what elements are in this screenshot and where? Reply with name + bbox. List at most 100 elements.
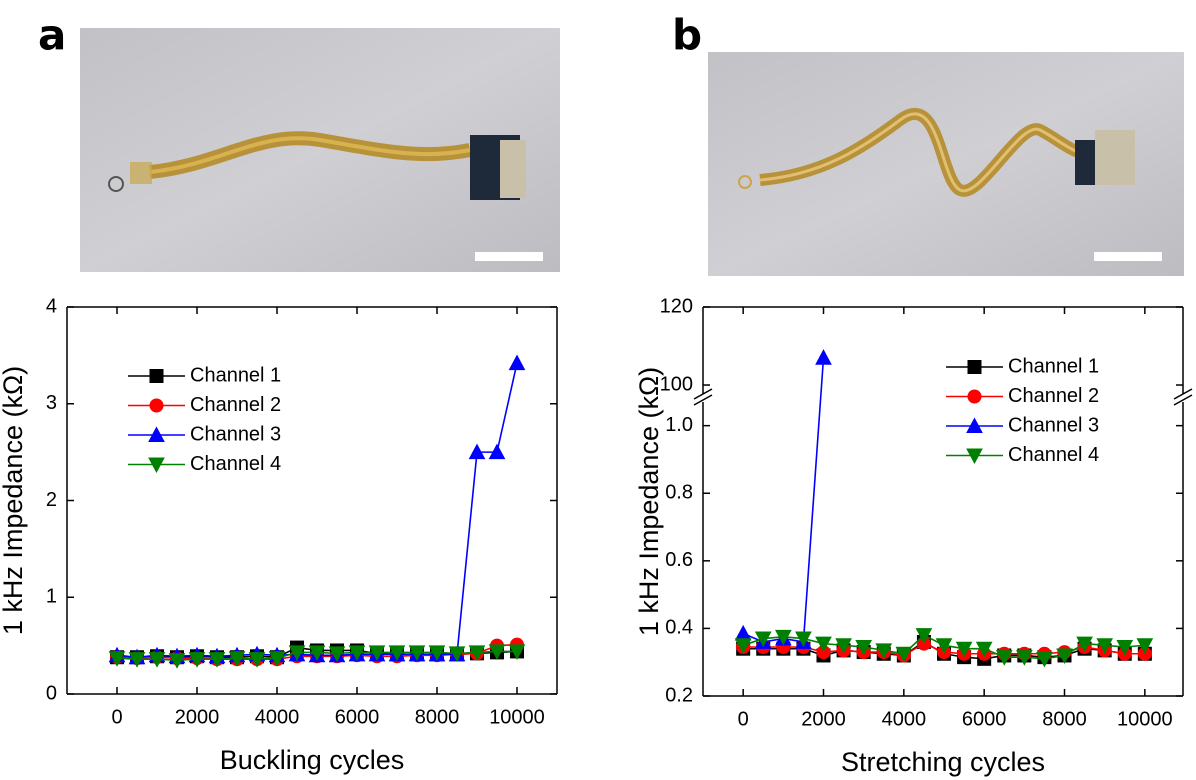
legend-label: Channel 4 [190, 453, 281, 475]
legend-label: Channel 3 [1008, 414, 1099, 436]
y-axis-label: 1 kHz Impedance (kΩ) [0, 366, 28, 635]
marker [208, 652, 226, 668]
y-tick-label: 120 [660, 295, 693, 317]
marker [228, 651, 246, 667]
marker [368, 645, 386, 661]
marker [855, 640, 873, 656]
axis-break [693, 394, 713, 406]
marker [734, 624, 752, 641]
legend-marker [149, 398, 164, 413]
x-axis-label: Stretching cycles [841, 747, 1045, 777]
legend-label: Channel 3 [190, 423, 281, 445]
marker [995, 650, 1013, 666]
marker [754, 631, 772, 648]
y-tick-label: 1 [46, 586, 57, 608]
legend-marker [967, 389, 982, 404]
marker [308, 645, 326, 661]
marker [1096, 638, 1114, 654]
y-axis-label: 1 kHz Impedance (kΩ) [634, 367, 664, 636]
marker [468, 645, 486, 661]
y-tick-label: 0.8 [665, 482, 693, 504]
marker [328, 646, 346, 662]
marker [508, 354, 526, 371]
axis-break [1173, 388, 1193, 400]
marker [774, 629, 792, 646]
x-tick-label: 0 [738, 708, 749, 730]
marker [835, 638, 852, 654]
marker [128, 652, 146, 668]
legend-label: Channel 2 [1008, 385, 1099, 407]
marker [935, 638, 953, 654]
legend-marker [966, 448, 983, 465]
x-tick-label: 6000 [962, 708, 1007, 730]
marker [428, 645, 446, 661]
marker [408, 645, 426, 661]
y-tick-label: 3 [46, 392, 57, 414]
marker [248, 652, 266, 668]
legend-marker [148, 457, 165, 474]
y-tick-label: 0.6 [665, 549, 693, 571]
axis-break [1173, 394, 1193, 406]
y-tick-label: 0.4 [665, 617, 693, 639]
marker [288, 645, 306, 661]
legend-marker [149, 369, 164, 383]
marker [508, 644, 526, 660]
legend-marker [967, 360, 982, 374]
marker [955, 641, 973, 658]
marker [1136, 638, 1154, 654]
axis-break [693, 388, 713, 400]
marker [815, 349, 832, 365]
x-tick-label: 6000 [335, 706, 380, 728]
legend-label: Channel 2 [190, 394, 281, 416]
marker [875, 643, 893, 659]
y-tick-label: 1.0 [665, 414, 693, 436]
photo-a [80, 28, 560, 272]
x-tick-label: 0 [111, 706, 122, 728]
marker [734, 638, 752, 654]
panel-label: a [38, 11, 66, 60]
marker [1036, 651, 1053, 668]
x-tick-label: 10000 [489, 706, 545, 728]
marker [1016, 650, 1033, 666]
marker [388, 645, 406, 661]
x-tick-label: 10000 [1117, 708, 1173, 730]
x-tick-label: 2000 [801, 708, 846, 730]
marker [108, 651, 126, 667]
x-axis-label: Buckling cycles [220, 745, 405, 775]
marker [488, 443, 506, 460]
marker [488, 644, 506, 660]
x-tick-label: 4000 [255, 706, 300, 728]
marker [1056, 648, 1073, 665]
legend-label: Channel 4 [1008, 444, 1099, 466]
y-tick-label: 0 [46, 682, 57, 704]
marker [895, 646, 913, 663]
y-tick-label: 100 [660, 373, 693, 395]
marker [1116, 640, 1134, 656]
marker [915, 628, 933, 644]
legend-marker [148, 426, 165, 442]
marker [815, 636, 832, 653]
legend-marker [966, 417, 983, 433]
marker [348, 645, 366, 661]
marker [268, 651, 286, 667]
photo-b [708, 52, 1184, 276]
y-tick-label: 2 [46, 489, 57, 511]
x-tick-label: 8000 [415, 706, 460, 728]
marker [795, 631, 812, 648]
x-tick-label: 4000 [882, 708, 927, 730]
x-tick-label: 2000 [175, 706, 220, 728]
y-tick-label: 0.2 [665, 684, 693, 706]
marker [1076, 636, 1093, 653]
series-line [742, 357, 825, 643]
marker [448, 646, 466, 662]
marker [468, 443, 486, 460]
marker [168, 653, 186, 669]
legend-label: Channel 1 [190, 364, 281, 386]
marker [975, 641, 993, 658]
marker [188, 652, 206, 668]
series-line [116, 362, 518, 659]
marker [148, 652, 166, 668]
x-tick-label: 8000 [1042, 708, 1087, 730]
y-tick-label: 4 [46, 295, 57, 317]
